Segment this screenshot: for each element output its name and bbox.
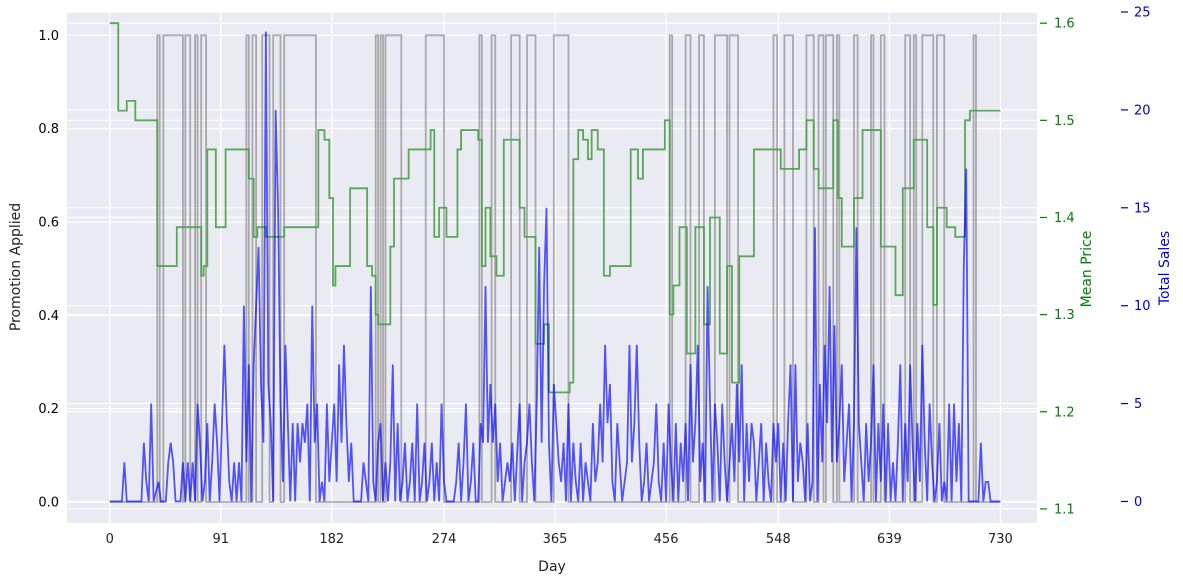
y-tick-label: 0.4 xyxy=(38,309,59,324)
y-tick-label: 0 xyxy=(1134,495,1142,510)
right-axis-label-total-sales: Total Sales xyxy=(1157,231,1173,306)
y-tick-label: 1.1 xyxy=(1054,502,1075,517)
y-tick-label: 0.8 xyxy=(38,122,59,137)
x-tick-label: 91 xyxy=(212,532,229,547)
series-layer xyxy=(109,22,1001,503)
y-tick-label: 1.4 xyxy=(1054,211,1075,226)
x-axis-label: Day xyxy=(538,559,566,575)
series-line-left xyxy=(109,34,1001,503)
y-tick-label: 0.6 xyxy=(38,216,59,231)
left-axis: 0.0 0.2 0.4 0.6 0.8 1.0 xyxy=(38,29,59,511)
x-tick-label: 548 xyxy=(766,532,791,547)
x-tick-label: 182 xyxy=(319,532,344,547)
x-tick-label: 274 xyxy=(432,532,457,547)
y-tick-label: 15 xyxy=(1134,201,1151,216)
y-tick-label: 1.2 xyxy=(1054,405,1075,420)
right-axis-total-sales: 0 5 10 15 20 25 xyxy=(1121,6,1151,510)
y-tick-label: 25 xyxy=(1134,6,1151,21)
left-axis-label: Promotion Applied xyxy=(8,203,24,331)
y-tick-label: 1.5 xyxy=(1054,114,1075,129)
x-tick-label: 730 xyxy=(988,532,1013,547)
x-tick-label: 365 xyxy=(543,532,568,547)
y-tick-label: 5 xyxy=(1134,397,1142,412)
y-tick-label: 0.2 xyxy=(38,402,59,417)
x-tick-label: 639 xyxy=(877,532,902,547)
series-line-right1 xyxy=(109,22,1001,394)
x-axis: 0 91 182 274 365 456 548 639 730 xyxy=(106,532,1013,547)
y-tick-label: 20 xyxy=(1134,103,1151,118)
right-axis-label-mean-price: Mean Price xyxy=(1079,231,1095,308)
y-tick-label: 1.6 xyxy=(1054,17,1075,32)
y-tick-label: 0.0 xyxy=(38,496,59,511)
x-tick-label: 0 xyxy=(106,532,114,547)
x-tick-label: 456 xyxy=(654,532,679,547)
right-axis-mean-price: 1.1 1.2 1.3 1.4 1.5 1.6 xyxy=(1040,17,1075,517)
y-tick-label: 1.3 xyxy=(1054,308,1075,323)
y-tick-label: 1.0 xyxy=(38,29,59,44)
series-line-right2 xyxy=(109,31,1001,503)
y-tick-label: 10 xyxy=(1134,299,1151,314)
